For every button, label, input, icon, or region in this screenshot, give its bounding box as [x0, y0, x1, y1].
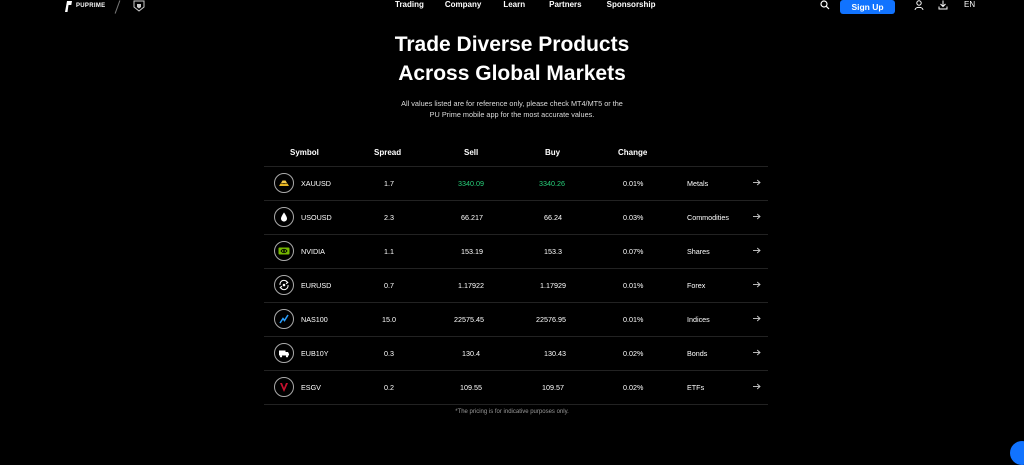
row-buy: 22576.95	[536, 315, 566, 324]
row-sell: 109.55	[460, 383, 482, 392]
row-change: 0.02%	[623, 349, 644, 358]
chat-widget-button[interactable]	[1010, 441, 1024, 465]
row-category: Shares	[687, 247, 710, 256]
arrow-right-icon[interactable]	[752, 382, 761, 391]
row-sell: 130.4	[462, 349, 480, 358]
puprime-logo[interactable]: PUPRIME	[64, 0, 105, 12]
row-spread: 1.1	[384, 247, 394, 256]
row-sell: 22575.45	[454, 315, 484, 324]
table-row[interactable]: EUB10Y 0.3 130.4 130.43 0.02% Bonds	[264, 337, 768, 371]
currency-exchange-icon	[274, 275, 294, 295]
arrow-right-icon[interactable]	[752, 280, 761, 289]
header-symbol: Symbol	[290, 148, 319, 157]
row-change: 0.01%	[623, 315, 644, 324]
bond-truck-icon	[274, 343, 294, 363]
hero-title-line-2: Across Global Markets	[398, 62, 626, 85]
row-category: Metals	[687, 179, 709, 188]
row-change: 0.03%	[623, 213, 644, 222]
hero-subtitle: All values listed are for reference only…	[0, 98, 1024, 120]
user-icon[interactable]	[914, 0, 924, 10]
arrow-right-icon[interactable]	[752, 314, 761, 323]
vanguard-logo-icon	[274, 377, 294, 397]
table-row[interactable]: NAS100 15.0 22575.45 22576.95 0.01% Indi…	[264, 303, 768, 337]
download-icon[interactable]	[938, 0, 948, 10]
logo-text: PUPRIME	[76, 3, 106, 9]
index-chart-icon	[274, 309, 294, 329]
row-change: 0.01%	[623, 281, 644, 290]
row-category: ETFs	[687, 383, 705, 392]
row-sell: 153.19	[461, 247, 483, 256]
puprime-mark-icon	[65, 0, 72, 12]
row-change: 0.02%	[623, 383, 644, 392]
hero-title: Trade Diverse Products Across Global Mar…	[0, 30, 1024, 88]
table-row[interactable]: EURUSD 0.7 1.17922 1.17929 0.01% Forex	[264, 269, 768, 303]
prices-table: Symbol Spread Sell Buy Change XAUUSD 1.7…	[264, 144, 768, 405]
table-row[interactable]: ESGV 0.2 109.55 109.57 0.02% ETFs	[264, 371, 768, 405]
row-symbol: NAS100	[301, 315, 328, 324]
table-header: Symbol Spread Sell Buy Change	[264, 144, 768, 167]
hero-title-line-1: Trade Diverse Products	[394, 33, 630, 56]
nav-company[interactable]: Company	[444, 0, 482, 9]
signup-button[interactable]: Sign Up	[840, 0, 895, 14]
header-sell: Sell	[464, 148, 479, 157]
row-sell: 66.217	[461, 213, 483, 222]
row-category: Forex	[687, 281, 706, 290]
main-nav: Trading Company Learn Partners Sponsorsh…	[395, 0, 656, 10]
arrow-right-icon[interactable]	[752, 178, 761, 187]
row-category: Indices	[687, 315, 710, 324]
arrow-right-icon[interactable]	[752, 348, 761, 357]
row-symbol: USOUSD	[301, 213, 332, 222]
row-spread: 0.7	[384, 281, 394, 290]
row-buy: 1.17929	[540, 281, 566, 290]
row-buy: 3340.26	[539, 179, 565, 188]
gold-bars-icon	[274, 173, 294, 193]
hero-subtitle-line-2: PU Prime mobile app for the most accurat…	[429, 110, 595, 119]
row-symbol: NVIDIA	[301, 247, 325, 256]
row-spread: 0.2	[384, 383, 394, 392]
nav-partners[interactable]: Partners	[549, 0, 582, 9]
language-selector[interactable]: EN	[964, 0, 976, 9]
row-symbol: ESGV	[301, 383, 321, 392]
row-sell: 3340.09	[458, 179, 484, 188]
row-change: 0.07%	[623, 247, 644, 256]
arrow-right-icon[interactable]	[752, 246, 761, 255]
row-category: Commodities	[687, 213, 729, 222]
arrow-right-icon[interactable]	[752, 212, 761, 221]
header-buy: Buy	[545, 148, 561, 157]
nav-sponsorship[interactable]: Sponsorship	[606, 0, 656, 9]
hero-subtitle-line-1: All values listed are for reference only…	[401, 99, 623, 108]
nav-trading[interactable]: Trading	[395, 0, 424, 9]
top-nav: PUPRIME Trading Company Learn Partners S…	[0, 0, 1024, 14]
row-buy: 153.3	[544, 247, 562, 256]
header-spread: Spread	[374, 148, 402, 157]
nvidia-logo-icon	[274, 241, 294, 261]
row-buy: 109.57	[542, 383, 564, 392]
row-category: Bonds	[687, 349, 708, 358]
row-spread: 1.7	[384, 179, 394, 188]
row-change: 0.01%	[623, 179, 644, 188]
row-spread: 2.3	[384, 213, 394, 222]
logo-divider	[114, 0, 121, 14]
row-sell: 1.17922	[458, 281, 484, 290]
row-spread: 0.3	[384, 349, 394, 358]
table-row[interactable]: XAUUSD 1.7 3340.09 3340.26 0.01% Metals	[264, 167, 768, 201]
table-row[interactable]: USOUSD 2.3 66.217 66.24 0.03% Commoditie…	[264, 201, 768, 235]
row-symbol: EUB10Y	[301, 349, 329, 358]
row-spread: 15.0	[382, 315, 396, 324]
header-change: Change	[618, 148, 648, 157]
oil-drop-icon	[274, 207, 294, 227]
table-row[interactable]: NVIDIA 1.1 153.19 153.3 0.07% Shares	[264, 235, 768, 269]
pricing-footnote: *The pricing is for indicative purposes …	[455, 409, 569, 415]
row-buy: 130.43	[544, 349, 566, 358]
row-symbol: EURUSD	[301, 281, 332, 290]
search-icon[interactable]	[820, 0, 830, 10]
row-symbol: XAUUSD	[301, 179, 331, 188]
row-buy: 66.24	[544, 213, 562, 222]
nav-learn[interactable]: Learn	[503, 0, 526, 9]
partner-crest-icon	[133, 0, 145, 12]
